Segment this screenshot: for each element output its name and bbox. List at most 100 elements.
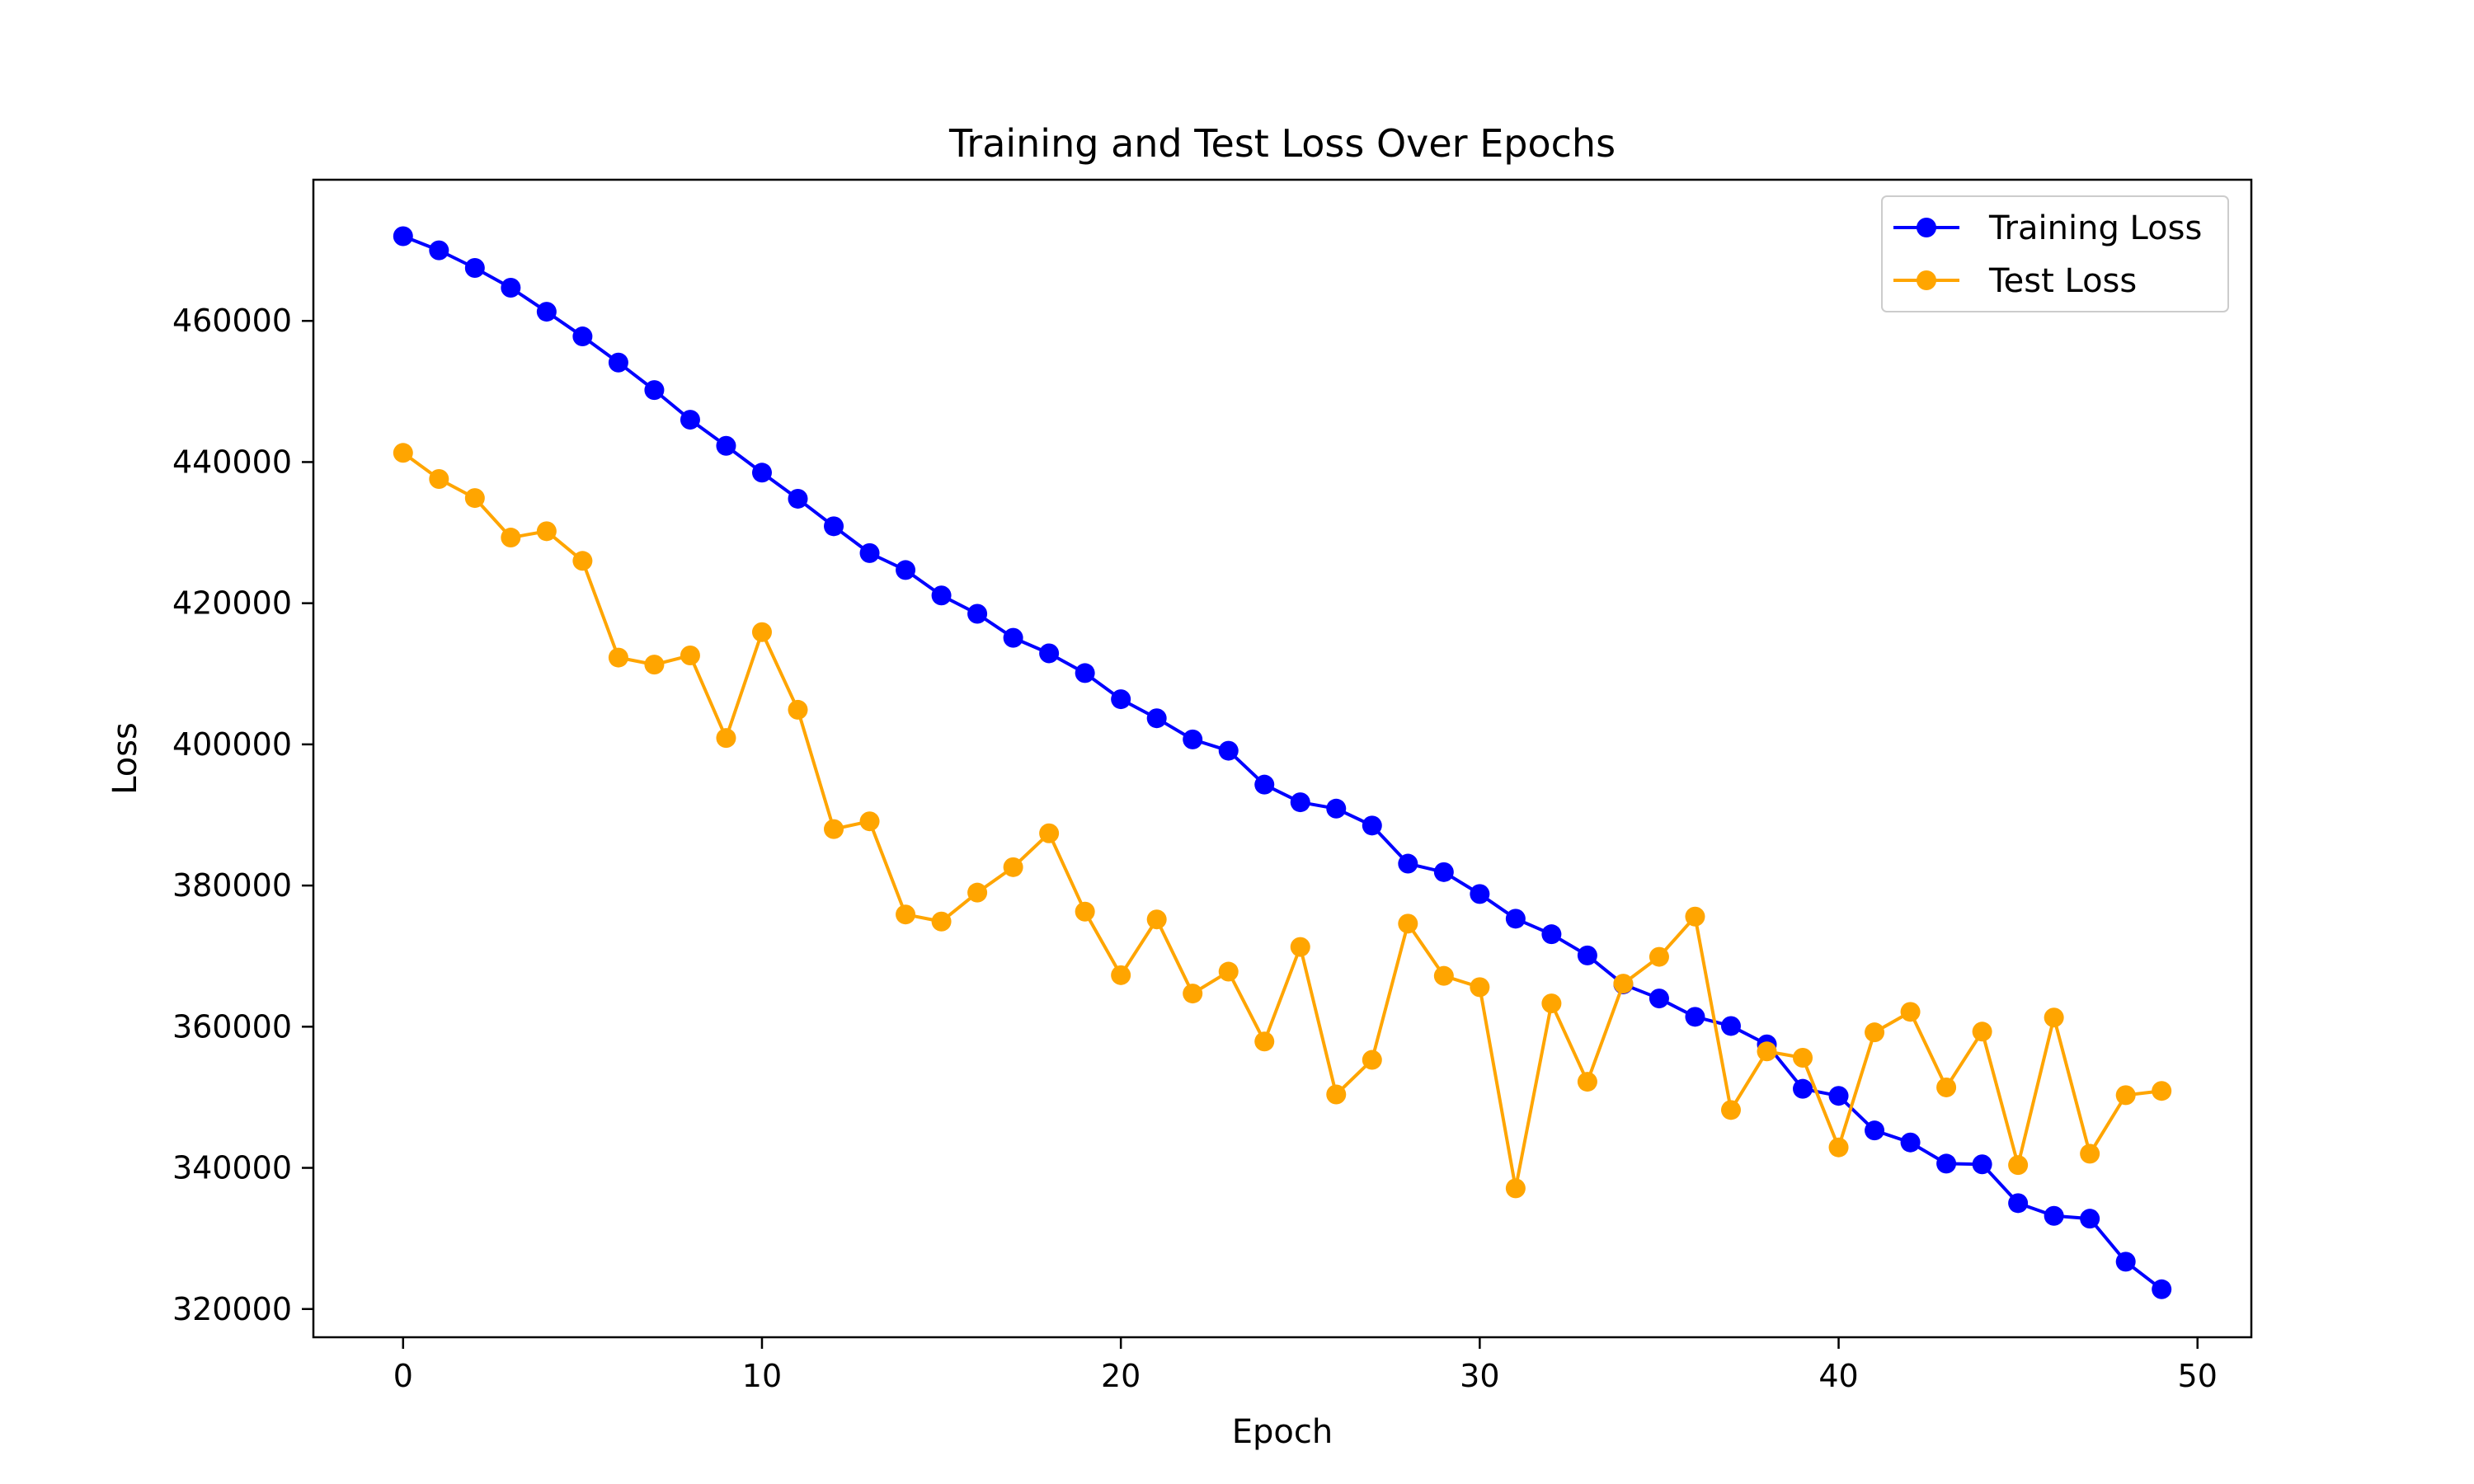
data-point-training-loss bbox=[1398, 853, 1418, 874]
x-tick-label: 0 bbox=[393, 1358, 413, 1394]
x-tick-label: 20 bbox=[1101, 1358, 1141, 1394]
data-point-test-loss bbox=[1505, 1178, 1526, 1199]
data-point-test-loss bbox=[2044, 1007, 2064, 1028]
data-point-test-loss bbox=[1470, 977, 1490, 998]
data-point-training-loss bbox=[896, 560, 916, 580]
x-tick-label: 40 bbox=[1818, 1358, 1858, 1394]
data-point-test-loss bbox=[716, 728, 736, 749]
data-point-training-loss bbox=[788, 488, 808, 509]
plot-area-frame bbox=[312, 178, 2253, 1339]
data-point-training-loss bbox=[1326, 798, 1347, 819]
data-point-training-loss bbox=[1146, 708, 1167, 729]
x-tick-label: 30 bbox=[1460, 1358, 1499, 1394]
data-point-test-loss bbox=[680, 646, 700, 666]
y-tick-label: 360000 bbox=[172, 1008, 292, 1045]
data-point-training-loss bbox=[1505, 909, 1526, 929]
data-point-test-loss bbox=[1003, 857, 1023, 877]
y-tick-label: 320000 bbox=[172, 1291, 292, 1327]
data-point-training-loss bbox=[1183, 729, 1203, 749]
y-tick-label: 440000 bbox=[172, 444, 292, 480]
data-point-training-loss bbox=[393, 226, 413, 247]
legend-marker-test-loss bbox=[1917, 270, 1936, 290]
y-tick-label: 420000 bbox=[172, 585, 292, 622]
data-point-test-loss bbox=[501, 528, 521, 548]
data-point-training-loss bbox=[1433, 862, 1454, 882]
data-point-test-loss bbox=[1290, 937, 1310, 957]
legend-label-training-loss: Training Loss bbox=[1988, 209, 2202, 247]
data-point-training-loss bbox=[2115, 1252, 2136, 1272]
data-point-test-loss bbox=[644, 655, 665, 675]
data-point-test-loss bbox=[2008, 1155, 2029, 1176]
data-point-training-loss bbox=[1649, 989, 1669, 1009]
data-point-test-loss bbox=[1720, 1100, 1741, 1120]
data-point-test-loss bbox=[751, 622, 772, 642]
data-point-training-loss bbox=[1685, 1007, 1705, 1027]
data-point-training-loss bbox=[1793, 1078, 1813, 1099]
data-point-training-loss bbox=[1075, 663, 1095, 683]
data-point-training-loss bbox=[644, 380, 665, 401]
legend-label-test-loss: Test Loss bbox=[1988, 262, 2137, 300]
data-point-test-loss bbox=[1218, 961, 1239, 982]
data-point-test-loss bbox=[1972, 1021, 1992, 1042]
data-point-training-loss bbox=[1865, 1120, 1885, 1141]
data-point-training-loss bbox=[608, 352, 628, 373]
data-point-training-loss bbox=[572, 326, 593, 347]
y-tick-label: 340000 bbox=[172, 1150, 292, 1186]
chart-title: Training and Test Loss Over Epochs bbox=[948, 121, 1616, 166]
data-point-test-loss bbox=[788, 699, 808, 720]
data-point-test-loss bbox=[2080, 1144, 2100, 1164]
data-point-test-loss bbox=[1362, 1050, 1382, 1070]
data-point-training-loss bbox=[824, 516, 844, 537]
data-point-test-loss bbox=[859, 811, 880, 832]
series-line-test-loss bbox=[402, 451, 2162, 1190]
data-point-test-loss bbox=[429, 468, 449, 489]
data-point-training-loss bbox=[1290, 792, 1310, 813]
data-point-test-loss bbox=[393, 443, 413, 463]
data-point-test-loss bbox=[2152, 1081, 2172, 1101]
data-point-training-loss bbox=[2152, 1279, 2172, 1299]
data-point-training-loss bbox=[967, 603, 988, 624]
data-point-test-loss bbox=[1685, 906, 1705, 927]
data-point-training-loss bbox=[2080, 1209, 2100, 1229]
data-point-test-loss bbox=[1865, 1022, 1885, 1043]
data-point-training-loss bbox=[716, 435, 736, 456]
data-point-test-loss bbox=[1757, 1041, 1777, 1062]
data-point-test-loss bbox=[1433, 965, 1454, 986]
data-point-test-loss bbox=[1613, 974, 1634, 994]
data-point-training-loss bbox=[1720, 1016, 1741, 1036]
data-point-training-loss bbox=[1577, 945, 1597, 965]
legend-box bbox=[1881, 195, 2229, 312]
data-point-training-loss bbox=[859, 542, 880, 563]
data-point-test-loss bbox=[896, 904, 916, 925]
data-point-test-loss bbox=[536, 521, 557, 542]
x-tick-label: 10 bbox=[742, 1358, 782, 1394]
x-axis-label: Epoch bbox=[1232, 1413, 1333, 1451]
data-point-test-loss bbox=[464, 488, 485, 509]
data-point-test-loss bbox=[1541, 993, 1562, 1014]
data-point-test-loss bbox=[1146, 909, 1167, 930]
data-point-test-loss bbox=[1183, 984, 1203, 1004]
data-point-training-loss bbox=[1900, 1132, 1921, 1153]
data-point-test-loss bbox=[1828, 1137, 1849, 1158]
data-point-test-loss bbox=[572, 551, 593, 571]
data-point-training-loss bbox=[464, 258, 485, 279]
data-point-training-loss bbox=[2044, 1205, 2064, 1226]
data-point-training-loss bbox=[1003, 627, 1023, 648]
data-point-training-loss bbox=[1218, 740, 1239, 761]
data-point-test-loss bbox=[1577, 1072, 1597, 1092]
data-point-training-loss bbox=[1362, 815, 1382, 836]
data-point-training-loss bbox=[1470, 884, 1490, 904]
data-point-test-loss bbox=[967, 882, 988, 903]
data-point-training-loss bbox=[1039, 643, 1060, 664]
data-point-training-loss bbox=[1111, 689, 1131, 710]
data-point-training-loss bbox=[1936, 1153, 1957, 1174]
data-point-training-loss bbox=[751, 463, 772, 483]
data-point-test-loss bbox=[1900, 1002, 1921, 1022]
y-axis-label: Loss bbox=[106, 722, 144, 795]
y-tick-label: 400000 bbox=[172, 726, 292, 763]
data-point-test-loss bbox=[1254, 1031, 1275, 1052]
data-point-training-loss bbox=[1972, 1154, 1992, 1175]
data-point-test-loss bbox=[824, 819, 844, 839]
data-point-training-loss bbox=[931, 585, 952, 606]
